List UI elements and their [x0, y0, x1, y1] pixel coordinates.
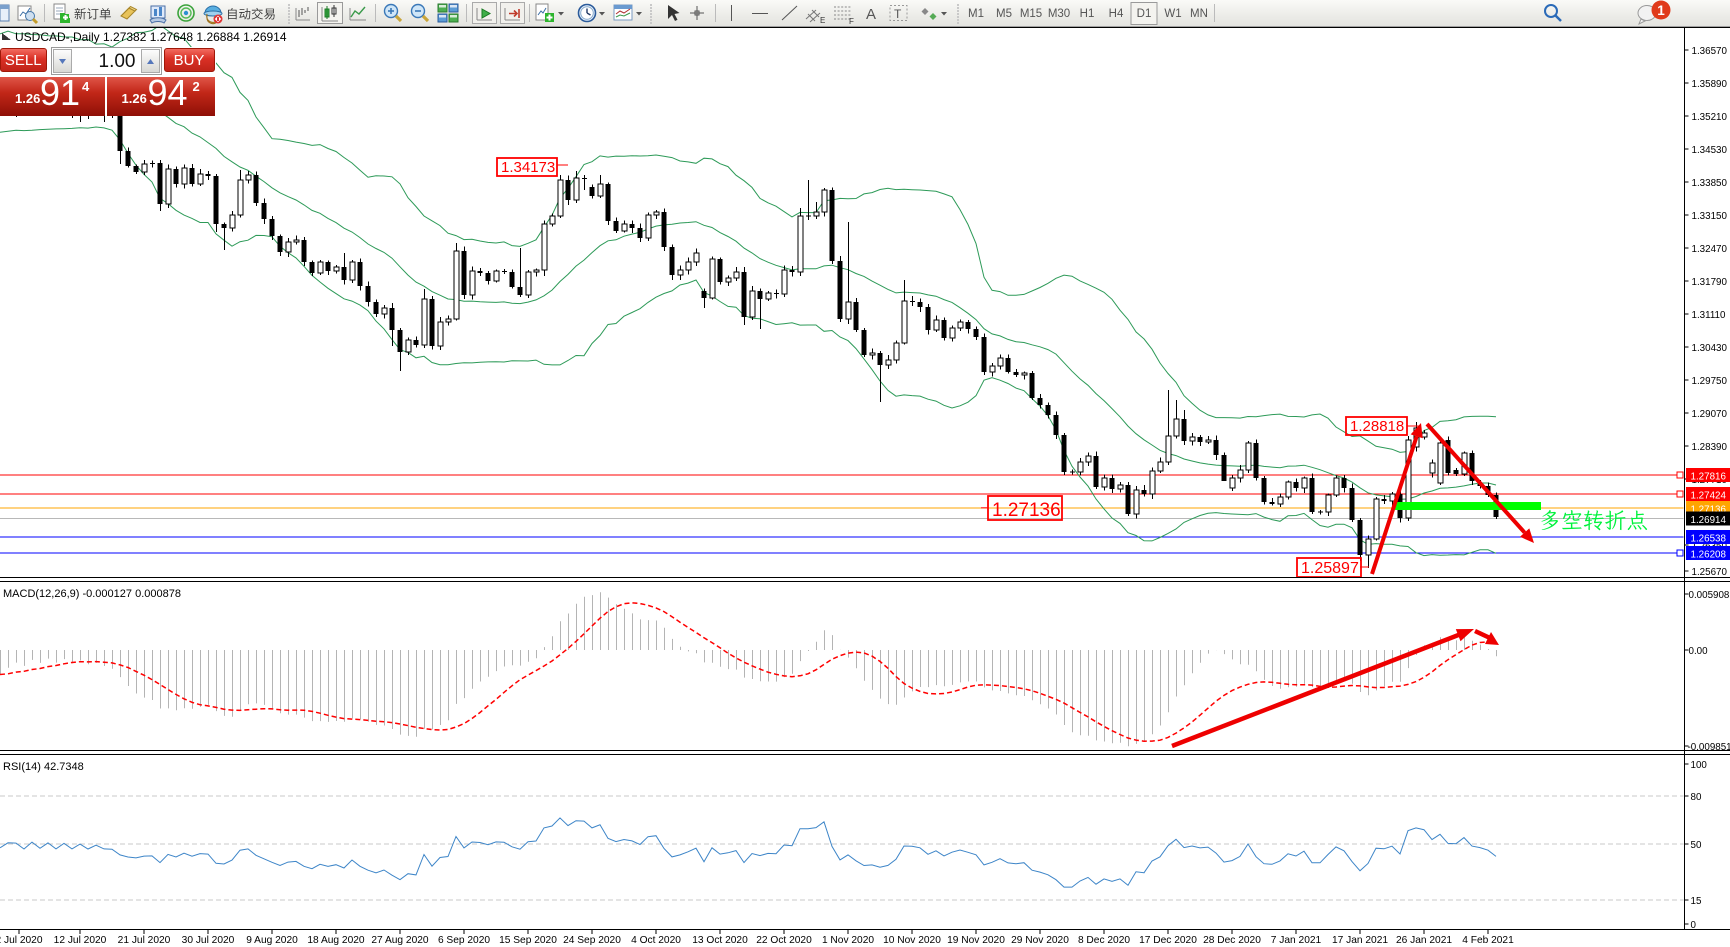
svg-text:1.32470: 1.32470 — [1692, 244, 1728, 255]
svg-text:-0.009851: -0.009851 — [1688, 742, 1730, 753]
svg-text:F: F — [849, 17, 854, 26]
svg-text:100: 100 — [1691, 760, 1708, 771]
svg-text:18 Aug 2020: 18 Aug 2020 — [307, 935, 365, 946]
svg-text:1.28390: 1.28390 — [1692, 442, 1728, 453]
svg-text:80: 80 — [1691, 792, 1702, 803]
svg-text:50: 50 — [1691, 840, 1702, 851]
svg-text:15: 15 — [1691, 896, 1702, 907]
svg-text:D1: D1 — [1137, 8, 1152, 20]
svg-text:1.25897: 1.25897 — [1301, 560, 1359, 577]
svg-text:M30: M30 — [1048, 8, 1070, 20]
svg-text:1: 1 — [1657, 3, 1665, 18]
svg-text:1.30430: 1.30430 — [1692, 343, 1728, 354]
svg-text:24 Sep 2020: 24 Sep 2020 — [563, 935, 621, 946]
svg-text:4 Oct 2020: 4 Oct 2020 — [631, 935, 681, 946]
svg-text:1.35210: 1.35210 — [1692, 112, 1728, 123]
svg-text:17 Jan 2021: 17 Jan 2021 — [1332, 935, 1388, 946]
svg-text:4 Feb 2021: 4 Feb 2021 — [1462, 935, 1514, 946]
svg-text:26 Jan 2021: 26 Jan 2021 — [1396, 935, 1452, 946]
svg-text:1.35890: 1.35890 — [1692, 79, 1728, 90]
svg-text:1.26208: 1.26208 — [1691, 549, 1727, 560]
svg-text:1.36570: 1.36570 — [1692, 46, 1728, 57]
svg-text:1.26914: 1.26914 — [1691, 515, 1727, 526]
svg-text:21 Jul 2020: 21 Jul 2020 — [118, 935, 171, 946]
svg-text:1.34530: 1.34530 — [1692, 145, 1728, 156]
svg-text:6 Sep 2020: 6 Sep 2020 — [438, 935, 490, 946]
svg-text:9 Aug 2020: 9 Aug 2020 — [246, 935, 298, 946]
svg-text:1.33150: 1.33150 — [1692, 211, 1728, 222]
svg-text:0.005908: 0.005908 — [1689, 590, 1730, 601]
svg-text:28 Dec 2020: 28 Dec 2020 — [1203, 935, 1261, 946]
svg-text:1.28818: 1.28818 — [1350, 418, 1404, 435]
svg-text:29 Nov 2020: 29 Nov 2020 — [1011, 935, 1069, 946]
svg-text:M15: M15 — [1020, 8, 1042, 20]
svg-text:1.27816: 1.27816 — [1691, 471, 1727, 482]
svg-text:17 Dec 2020: 17 Dec 2020 — [1139, 935, 1197, 946]
svg-text:8 Dec 2020: 8 Dec 2020 — [1078, 935, 1130, 946]
svg-text:2 Jul 2020: 2 Jul 2020 — [0, 935, 43, 946]
svg-text:1.31110: 1.31110 — [1692, 310, 1727, 321]
svg-text:W1: W1 — [1164, 8, 1181, 20]
svg-text:MN: MN — [1190, 8, 1208, 20]
svg-text:1.25670: 1.25670 — [1692, 567, 1728, 578]
svg-text:10 Nov 2020: 10 Nov 2020 — [883, 935, 941, 946]
svg-text:1.27136: 1.27136 — [992, 500, 1061, 521]
svg-text:0.00: 0.00 — [1689, 646, 1709, 657]
svg-text:1 Nov 2020: 1 Nov 2020 — [822, 935, 874, 946]
svg-text:A: A — [866, 6, 876, 23]
svg-text:7 Jan 2021: 7 Jan 2021 — [1271, 935, 1322, 946]
svg-text:H1: H1 — [1080, 8, 1095, 20]
svg-text:22 Oct 2020: 22 Oct 2020 — [756, 935, 812, 946]
svg-text:E: E — [820, 16, 825, 25]
svg-text:1.27136: 1.27136 — [1691, 504, 1727, 515]
svg-text:30 Jul 2020: 30 Jul 2020 — [182, 935, 235, 946]
svg-text:MACD(12,26,9) -0.000127 0.0008: MACD(12,26,9) -0.000127 0.000878 — [3, 588, 181, 600]
svg-text:13 Oct 2020: 13 Oct 2020 — [692, 935, 748, 946]
svg-text:1.34173: 1.34173 — [501, 159, 555, 176]
svg-text:27 Aug 2020: 27 Aug 2020 — [371, 935, 429, 946]
svg-text:T: T — [894, 7, 902, 21]
svg-text:15 Sep 2020: 15 Sep 2020 — [499, 935, 557, 946]
svg-text:1.33850: 1.33850 — [1692, 178, 1728, 189]
svg-text:0: 0 — [1691, 920, 1697, 931]
svg-text:M5: M5 — [996, 8, 1012, 20]
svg-text:RSI(14) 42.7348: RSI(14) 42.7348 — [3, 761, 84, 773]
svg-text:H4: H4 — [1109, 8, 1124, 20]
svg-text:12 Jul 2020: 12 Jul 2020 — [54, 935, 107, 946]
svg-text:1.31790: 1.31790 — [1692, 277, 1728, 288]
svg-text:1.27424: 1.27424 — [1691, 490, 1727, 501]
svg-text:M1: M1 — [968, 8, 984, 20]
svg-text:1.26538: 1.26538 — [1691, 533, 1727, 544]
svg-text:1.29750: 1.29750 — [1692, 376, 1728, 387]
svg-text:USDCAD-,Daily 1.27382 1.27648: USDCAD-,Daily 1.27382 1.27648 1.26884 1.… — [15, 30, 287, 44]
svg-text:19 Nov 2020: 19 Nov 2020 — [947, 935, 1005, 946]
svg-text:1.29070: 1.29070 — [1692, 409, 1728, 420]
